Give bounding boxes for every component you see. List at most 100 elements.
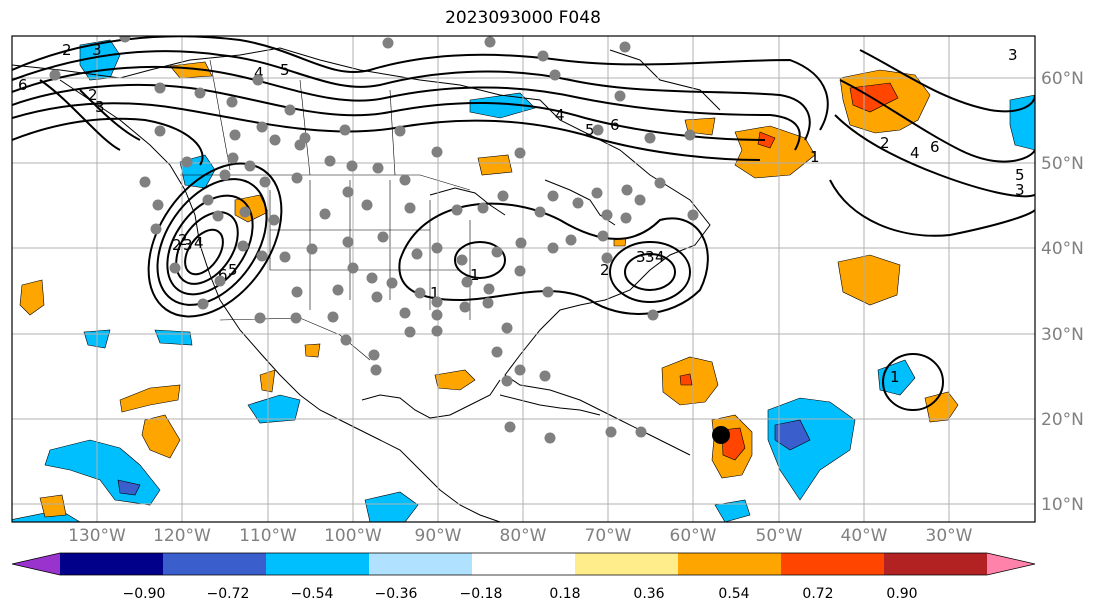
colorbar-segment	[781, 553, 885, 575]
station-dot	[592, 124, 604, 136]
contour-label: 3	[645, 248, 655, 266]
station-dot	[340, 334, 352, 346]
station-dot	[254, 312, 266, 324]
station-dot	[291, 286, 303, 298]
station-dot	[514, 265, 526, 277]
station-dot	[154, 125, 166, 137]
colorbar-tick-label: 0.90	[886, 586, 917, 602]
colorbar-outline	[11, 552, 1036, 576]
station-dot	[327, 311, 339, 323]
station-dot	[290, 312, 302, 324]
station-dot	[291, 172, 303, 184]
station-dot	[370, 364, 382, 376]
station-dot	[226, 96, 238, 108]
station-dot	[597, 230, 609, 242]
station-dot	[339, 124, 351, 136]
station-dot	[644, 132, 656, 144]
station-dot	[542, 286, 554, 298]
station-dot	[491, 346, 503, 358]
contour-label: 1	[810, 148, 820, 166]
station-dot	[342, 236, 354, 248]
station-dot	[514, 364, 526, 376]
station-dot	[619, 41, 631, 53]
station-dot	[154, 82, 166, 94]
station-dot	[549, 69, 561, 81]
contour-label: 6	[218, 266, 228, 284]
station-dot	[591, 187, 603, 199]
contour-label: 2	[172, 236, 182, 254]
lon-label: 130°W	[68, 526, 126, 546]
colorbar-tick-label: 0.18	[549, 586, 580, 602]
station-dot	[605, 426, 617, 438]
lon-label: 70°W	[585, 526, 632, 546]
station-dot	[431, 309, 443, 321]
colorbar	[11, 552, 1036, 576]
map-title: 2023093000 F048	[445, 8, 601, 28]
station-dot	[377, 231, 389, 243]
lat-label: 10°N	[1041, 495, 1084, 515]
station-dot	[386, 277, 398, 289]
lon-label: 100°W	[324, 526, 382, 546]
station-dot	[451, 204, 463, 216]
station-dot	[515, 237, 527, 249]
station-dot	[501, 322, 513, 334]
longitude-axis: 130°W 120°W 110°W 100°W 90°W 80°W 70°W 6…	[68, 526, 973, 546]
station-dot	[219, 169, 231, 181]
station-dot	[194, 87, 206, 99]
station-dot	[152, 199, 164, 211]
station-markers	[49, 36, 699, 444]
colorbar-tick-label: 0.36	[633, 586, 664, 602]
station-dot	[504, 421, 516, 433]
contour-label: 4	[254, 64, 264, 82]
station-dot	[601, 209, 613, 221]
lon-label: 30°W	[926, 526, 973, 546]
contour-label: 2	[600, 261, 610, 279]
station-dot	[483, 283, 495, 295]
station-dot	[399, 174, 411, 186]
station-dot	[482, 297, 494, 309]
contour-label: 1	[430, 284, 440, 302]
station-dot	[534, 206, 546, 218]
colorbar-extend-max	[987, 553, 1035, 575]
colorbar-segment	[163, 553, 267, 575]
lon-label: 40°W	[841, 526, 888, 546]
station-dot	[654, 177, 666, 189]
station-dot	[544, 432, 556, 444]
station-dot	[601, 252, 613, 264]
station-dot	[399, 307, 411, 319]
station-dot	[382, 37, 394, 49]
station-dot	[491, 246, 503, 258]
station-dot	[324, 155, 336, 167]
station-dot	[202, 194, 214, 206]
colorbar-segment	[575, 553, 679, 575]
station-dot	[294, 139, 306, 151]
station-dot	[404, 326, 416, 338]
colorbar-segment	[884, 553, 988, 575]
contour-label: 4	[555, 106, 565, 124]
colorbar-tick-label: −0.90	[123, 586, 166, 602]
station-dot	[284, 104, 296, 116]
station-dot	[319, 208, 331, 220]
station-dot	[477, 202, 489, 214]
lat-label: 40°N	[1041, 239, 1084, 259]
lon-label: 90°W	[415, 526, 462, 546]
contour-label: 4	[194, 234, 204, 252]
station-dot	[411, 248, 423, 260]
station-dot	[647, 309, 659, 321]
station-dot	[342, 186, 354, 198]
contour-label: 5	[228, 261, 238, 279]
station-dot	[139, 176, 151, 188]
colorbar-segment	[472, 553, 576, 575]
station-dot	[49, 69, 61, 81]
station-dot	[256, 250, 268, 262]
map-frame	[11, 35, 1036, 523]
latitude-axis: 60°N 50°N 40°N 30°N 20°N 10°N	[1041, 69, 1084, 515]
colorbar-tick-label: −0.54	[291, 586, 334, 602]
station-dot	[227, 152, 239, 164]
contour-labels: 2 3 4 5 6 1 2 3 4 6 5 3 2 3 1 1 2 3 4 5 …	[18, 41, 1025, 386]
colorbar-tick-label: 0.54	[718, 586, 749, 602]
colorbar-tick-label: 0.72	[802, 586, 833, 602]
station-dot	[484, 36, 496, 48]
station-dot	[214, 275, 226, 287]
